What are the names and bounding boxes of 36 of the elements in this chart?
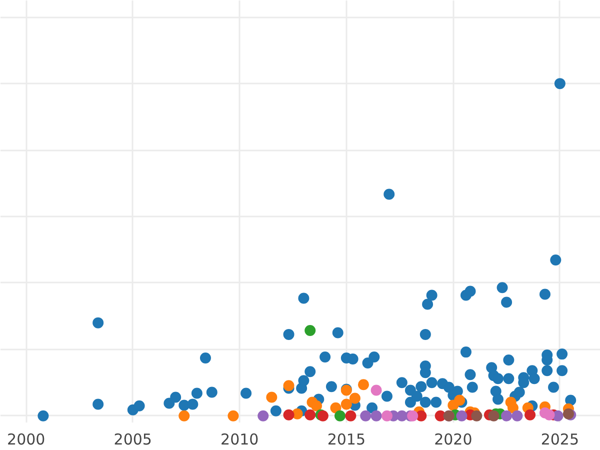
point	[370, 410, 382, 422]
point	[283, 380, 294, 392]
point	[360, 410, 372, 422]
point	[370, 384, 382, 396]
point	[304, 324, 316, 336]
point	[304, 409, 316, 420]
x-tick-label: 2000	[7, 430, 46, 448]
x-tick-label: 2015	[327, 430, 366, 448]
point	[456, 410, 468, 422]
point	[292, 408, 303, 420]
point	[266, 392, 278, 403]
point	[501, 410, 512, 422]
point	[524, 409, 536, 420]
point	[345, 410, 356, 422]
point	[178, 410, 190, 422]
point	[340, 398, 352, 410]
point	[258, 410, 269, 422]
point	[330, 402, 342, 414]
point	[311, 400, 322, 412]
point	[407, 410, 418, 422]
point	[283, 409, 294, 420]
point	[334, 410, 346, 422]
x-tick-label: 2020	[434, 430, 472, 448]
point	[512, 410, 523, 422]
point	[507, 402, 518, 414]
point	[349, 392, 360, 404]
point	[358, 379, 369, 390]
point	[228, 410, 239, 422]
x-tick-label: 2005	[114, 430, 152, 448]
point	[471, 410, 482, 422]
point	[544, 409, 555, 420]
point	[562, 408, 574, 420]
point	[552, 410, 564, 422]
x-tick-label: 2010	[220, 430, 259, 448]
point	[381, 410, 392, 422]
x-tick-label: 2025	[540, 430, 580, 448]
